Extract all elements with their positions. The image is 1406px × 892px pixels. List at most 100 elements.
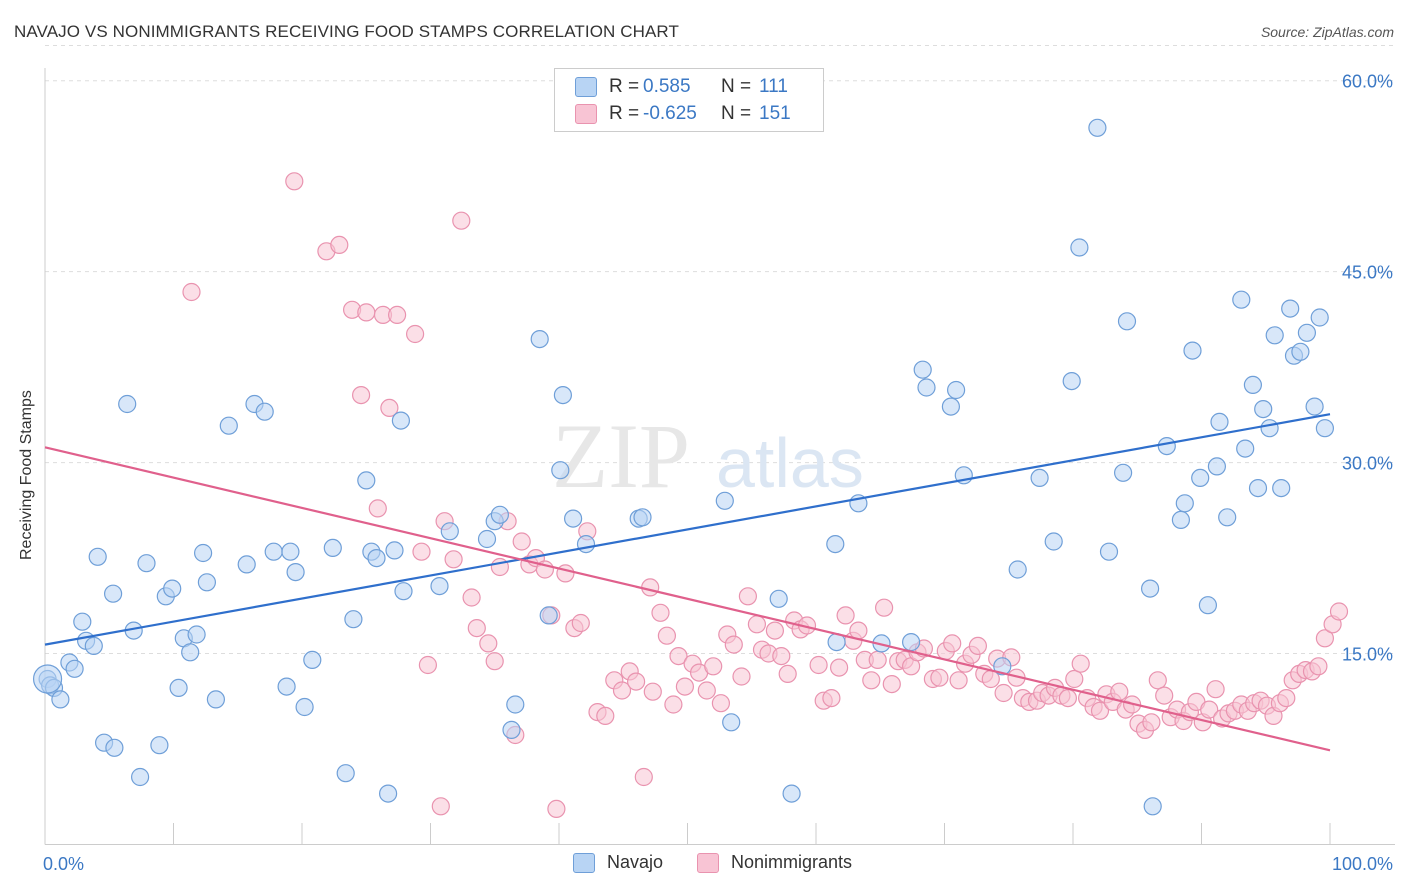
nonimmigrants-point-31 <box>556 564 575 583</box>
nonimmigrants-point-88 <box>949 671 968 690</box>
navajo-legend-label: Navajo <box>607 852 664 872</box>
navajo-point-8 <box>84 636 103 656</box>
nonimmigrants-point-25 <box>512 532 531 551</box>
nonimmigrants-point-21 <box>485 652 504 671</box>
nonimmigrants-point-44 <box>651 603 670 622</box>
watermark-atlas: atlas <box>716 424 864 502</box>
nonimmigrants-point-113 <box>1110 682 1129 701</box>
legend-item-nonimmigrants[interactable]: Nonimmigrants <box>697 852 852 873</box>
navajo-point-39 <box>344 610 363 629</box>
navajo-point-61 <box>633 508 652 527</box>
navajo-point-48 <box>440 522 459 541</box>
navajo-point-105 <box>1281 299 1300 318</box>
navajo-points <box>32 118 1335 816</box>
navajo-point-74 <box>946 380 966 400</box>
navajo-point-large <box>32 664 63 694</box>
navajo-point-63 <box>722 713 741 732</box>
navajo-point-59 <box>563 509 583 528</box>
navajo-point-109 <box>1305 397 1324 416</box>
x-tick-label-1: 100.0% <box>1332 854 1393 874</box>
nonimmigrants-point-76 <box>868 650 887 670</box>
navajo-point-13 <box>118 394 137 414</box>
nonimmigrants-point-33 <box>571 613 590 633</box>
legend-row-nonimmigrants: R = -0.625 N = 151 <box>575 101 799 127</box>
nonimmigrants-point-128 <box>1206 680 1225 699</box>
navajo-point-83 <box>1099 542 1119 561</box>
navajo-point-12 <box>103 584 123 603</box>
navajo-point-36 <box>303 650 322 670</box>
navajo-point-107 <box>1291 342 1310 361</box>
navajo-point-77 <box>1008 560 1027 579</box>
navajo-point-95 <box>1210 412 1229 431</box>
legend-item-navajo[interactable]: Navajo <box>573 852 663 873</box>
navajo-r-value: 0.585 <box>643 76 691 97</box>
navajo-point-76 <box>993 657 1012 676</box>
navajo-point-79 <box>1044 532 1063 551</box>
nonimmigrants-point-110 <box>1090 701 1110 720</box>
nonimmigrants-point-3 <box>330 235 349 254</box>
navajo-r-label: R = <box>609 76 640 97</box>
navajo-point-3 <box>51 690 70 709</box>
nonimmigrants-point-40 <box>626 672 646 691</box>
navajo-point-78 <box>1030 468 1049 487</box>
navajo-point-99 <box>1243 375 1263 394</box>
navajo-point-110 <box>1310 308 1329 327</box>
nonimmigrants-point-19 <box>467 618 486 638</box>
navajo-point-23 <box>187 625 206 644</box>
navajo-point-57 <box>553 386 573 405</box>
navajo-n-label: N = <box>721 76 752 97</box>
navajo-point-27 <box>219 416 238 435</box>
navajo-point-54 <box>530 330 549 349</box>
navajo-point-80 <box>1062 372 1081 391</box>
navajo-point-15 <box>131 767 150 787</box>
navajo-point-5 <box>65 659 84 678</box>
nonimmigrants-n-value: 151 <box>759 103 791 124</box>
nonimmigrants-r-label: R = <box>609 103 640 124</box>
nonimmigrants-point-107 <box>1071 654 1090 673</box>
nonimmigrants-legend-label: Nonimmigrants <box>731 852 853 872</box>
navajo-point-37 <box>323 538 342 558</box>
navajo-n-value: 111 <box>759 76 788 97</box>
nonimmigrants-points <box>182 172 1349 819</box>
navajo-point-28 <box>237 555 256 574</box>
navajo-point-17 <box>150 736 169 755</box>
nonimmigrants-point-147 <box>1329 602 1349 621</box>
navajo-point-49 <box>477 529 497 549</box>
nonimmigrants-point-71 <box>836 606 855 625</box>
navajo-point-55 <box>539 606 558 625</box>
nonimmigrants-point-120 <box>1155 686 1174 705</box>
nonimmigrants-point-56 <box>732 667 751 686</box>
navajo-point-101 <box>1254 400 1273 419</box>
nonimmigrants-point-41 <box>634 767 653 787</box>
navajo-point-35 <box>295 697 314 717</box>
legend-row-navajo: R = 0.585 N = 111 <box>575 74 799 100</box>
nonimmigrants-point-144 <box>1309 657 1328 676</box>
navajo-point-96 <box>1218 508 1237 527</box>
nonimmigrants-point-85 <box>930 668 949 687</box>
y-tick-label-2: 45.0% <box>1342 263 1393 283</box>
navajo-point-88 <box>1157 437 1176 456</box>
axes <box>44 68 1395 845</box>
navajo-point-104 <box>1272 479 1291 498</box>
nonimmigrants-point-87 <box>943 634 962 653</box>
navajo-point-33 <box>281 542 300 561</box>
nonimmigrants-point-43 <box>643 682 662 701</box>
navajo-point-11 <box>105 738 124 757</box>
navajo-point-40 <box>357 471 376 490</box>
nonimmigrants-point-57 <box>738 587 758 606</box>
navajo-point-31 <box>264 542 283 561</box>
navajo-point-87 <box>1143 797 1162 816</box>
nonimmigrants-point-18 <box>462 588 481 607</box>
x-tick-label-0: 0.0% <box>43 854 84 874</box>
navajo-point-84 <box>1113 463 1133 482</box>
nonimmigrants-point-127 <box>1200 700 1219 719</box>
nonimmigrants-point-55 <box>724 635 743 654</box>
navajo-point-56 <box>551 461 570 480</box>
nonimmigrants-point-62 <box>772 646 791 666</box>
nonimmigrants-point-95 <box>994 683 1013 703</box>
nonimmigrants-point-58 <box>747 615 767 634</box>
navajo-point-42 <box>367 548 386 568</box>
navajo-point-102 <box>1260 419 1279 438</box>
navajo-point-103 <box>1265 326 1284 345</box>
nonimmigrants-point-7 <box>368 499 387 518</box>
